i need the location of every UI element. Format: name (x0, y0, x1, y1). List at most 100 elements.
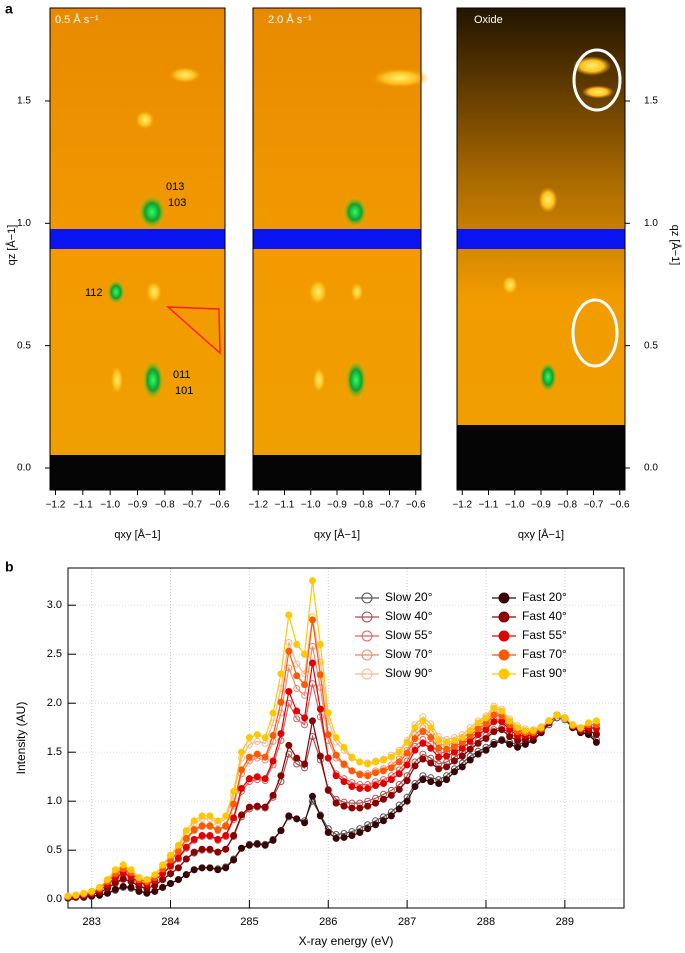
data-point (206, 831, 214, 839)
diffraction-spot (350, 282, 364, 302)
data-point (261, 841, 269, 849)
data-point (230, 814, 238, 822)
data-point (285, 638, 293, 646)
data-point (198, 845, 206, 853)
y-tick-label: 1.5 (644, 96, 658, 107)
data-point (332, 751, 340, 759)
data-point (316, 671, 324, 679)
data-point (387, 791, 395, 799)
data-point (458, 752, 466, 760)
y-tick-label: 0.5 (47, 844, 62, 856)
diffraction-spot (538, 361, 558, 393)
diffraction-spot (137, 194, 167, 230)
x-tick-label: −1.1 (479, 500, 499, 511)
data-point (245, 753, 253, 761)
data-point (308, 577, 316, 585)
y-tick-label: 2.5 (47, 648, 62, 660)
x-axis-label: qxy [Å−1] (518, 528, 564, 541)
x-tick-label: −0.6 (406, 500, 426, 511)
data-point (348, 767, 356, 775)
data-point (577, 724, 585, 732)
data-point (411, 762, 419, 770)
data-point (340, 802, 348, 810)
panel-label: b (5, 559, 14, 575)
data-point (214, 817, 222, 825)
y-tick-label: 1.0 (644, 218, 658, 229)
data-point (261, 753, 269, 761)
data-point (111, 885, 119, 893)
annotation: 112 (85, 287, 103, 299)
data-point (245, 734, 253, 742)
data-point (506, 717, 514, 725)
legend-marker (498, 668, 510, 680)
series-line (67, 619, 597, 897)
x-tick-label: −1.2 (46, 500, 66, 511)
annotation: 103 (168, 197, 186, 209)
data-point (127, 866, 135, 874)
data-point (230, 856, 238, 864)
data-point (419, 776, 427, 784)
data-point (356, 804, 364, 812)
data-point (450, 736, 458, 744)
data-point (364, 784, 372, 792)
y-tick-label: 1.0 (17, 218, 31, 229)
data-point (80, 889, 88, 897)
data-point (419, 739, 427, 747)
series-line (67, 646, 597, 897)
data-point (214, 848, 222, 856)
data-point (395, 748, 403, 756)
data-point (190, 817, 198, 825)
data-point (206, 845, 214, 853)
data-point (190, 835, 198, 843)
legend-label: Slow 90° (385, 666, 433, 680)
data-point (387, 776, 395, 784)
data-point (340, 743, 348, 751)
data-point (308, 659, 316, 667)
data-point (443, 738, 451, 746)
diffraction-spot (371, 68, 429, 88)
data-point (379, 817, 387, 825)
data-point (190, 866, 198, 874)
data-point (450, 748, 458, 756)
data-point (182, 827, 190, 835)
data-point (111, 866, 119, 874)
data-point (379, 767, 387, 775)
data-point (395, 758, 403, 766)
data-point (159, 861, 167, 869)
data-point (450, 757, 458, 765)
data-point (96, 883, 104, 891)
data-point (245, 841, 253, 849)
y-tick-label: 1.5 (47, 746, 62, 758)
data-point (285, 750, 293, 758)
data-point (450, 742, 458, 750)
data-point (206, 864, 214, 872)
x-tick-label: −1.2 (452, 500, 472, 511)
data-point (458, 734, 466, 742)
legend-label: Slow 70° (385, 647, 433, 661)
data-point (135, 874, 143, 882)
data-point (222, 845, 230, 853)
data-point (119, 875, 127, 883)
data-point (301, 714, 309, 722)
x-tick-label: −1.2 (248, 500, 268, 511)
data-point (301, 650, 309, 658)
data-point (261, 775, 269, 783)
data-point (174, 876, 182, 884)
data-point (293, 660, 301, 668)
data-point (293, 672, 301, 680)
y-tick-label: 0.0 (644, 463, 658, 474)
data-point (253, 731, 261, 739)
data-point (498, 718, 506, 726)
data-point (182, 871, 190, 879)
data-point (490, 711, 498, 719)
y-axis-label: qz [Å−1] (5, 225, 18, 266)
data-point (238, 811, 246, 819)
data-point (238, 766, 246, 774)
diffraction-spot (502, 275, 518, 295)
diffraction-spot (135, 110, 155, 130)
data-point (458, 763, 466, 771)
data-point (466, 727, 474, 735)
data-point (498, 707, 506, 715)
data-point (230, 831, 238, 839)
